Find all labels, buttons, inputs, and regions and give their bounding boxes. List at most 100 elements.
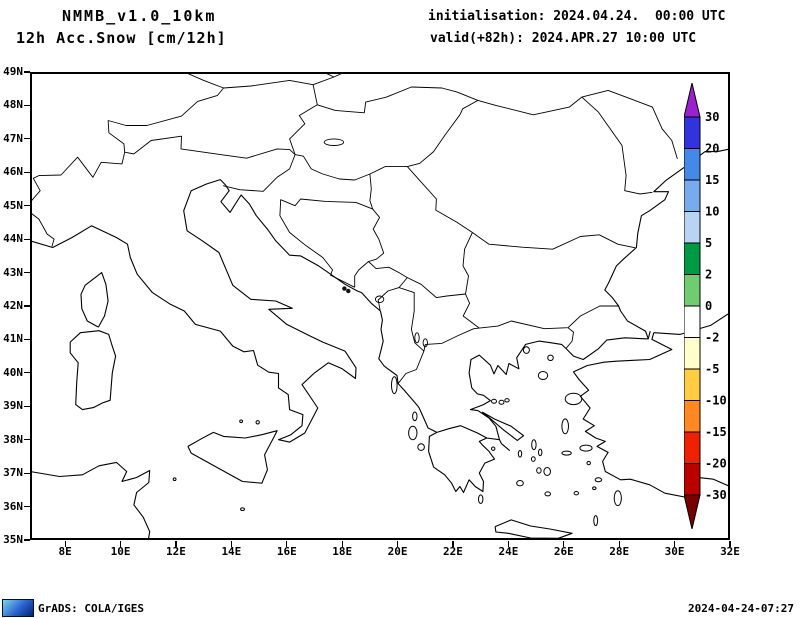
lat-tick-label: 35N	[3, 533, 23, 546]
lon-tick	[563, 541, 565, 547]
island	[517, 450, 523, 458]
map-plot-area	[30, 72, 730, 540]
colorbar-segment	[684, 305, 701, 338]
colorbar-label: 20	[705, 142, 719, 156]
lon-tick	[452, 541, 454, 547]
country-border	[317, 86, 479, 114]
country-border	[368, 261, 408, 311]
colorbar-label: -15	[705, 425, 727, 439]
coastline	[187, 430, 278, 484]
country-border	[397, 327, 480, 384]
colorbar-segment	[684, 179, 701, 212]
lat-tick	[24, 238, 30, 240]
island	[516, 480, 524, 487]
colorbar-label: 0	[705, 299, 712, 313]
lon-tick-label: 14E	[221, 545, 242, 558]
island	[561, 450, 572, 456]
island	[255, 420, 260, 425]
lat-tick	[24, 205, 30, 207]
lon-tick	[175, 541, 177, 547]
coastline	[30, 461, 151, 540]
island	[522, 346, 530, 354]
coastline	[30, 179, 357, 443]
lon-tick	[286, 541, 288, 547]
colorbar-segment	[684, 211, 701, 244]
island	[573, 491, 579, 496]
lat-tick-label: 38N	[3, 432, 23, 446]
lon-tick	[64, 541, 66, 547]
colorbar-label: 5	[705, 236, 712, 250]
lat-tick	[24, 171, 30, 173]
valid-time: valid(+82h): 2024.APR.27 10:00 UTC	[430, 31, 697, 46]
island	[412, 411, 418, 422]
lon-tick	[618, 541, 620, 547]
lat-tick-label: 47N	[3, 131, 23, 145]
country-border	[354, 208, 385, 288]
island	[536, 467, 542, 474]
island	[593, 515, 599, 527]
lat-tick-label: 41N	[3, 332, 23, 346]
island	[594, 477, 603, 483]
country-border	[295, 154, 408, 181]
country-border	[581, 89, 678, 160]
lat-tick	[24, 539, 30, 541]
lake	[422, 338, 428, 348]
country-border	[222, 154, 296, 192]
lon-tick-label: 32E	[720, 545, 740, 558]
creation-timestamp: 2024-04-24-07:27	[688, 602, 794, 615]
colorbar-label: -20	[705, 457, 727, 471]
lat-tick-label: 49N	[3, 65, 23, 78]
lat-tick	[24, 439, 30, 441]
snow-accumulation-mark	[346, 288, 351, 294]
island	[564, 392, 583, 406]
country-border	[406, 166, 636, 250]
country-border	[407, 100, 479, 168]
island	[478, 494, 484, 505]
island	[586, 460, 591, 466]
coastline	[468, 330, 651, 440]
lon-tick-label: 22E	[443, 545, 463, 558]
colorbar-segment	[684, 274, 701, 307]
country-border	[479, 305, 619, 330]
lat-tick-label: 37N	[3, 466, 23, 480]
country-border	[398, 287, 425, 352]
lat-tick-label: 46N	[3, 165, 23, 179]
colorbar-segment	[684, 431, 701, 464]
coastline	[572, 332, 730, 499]
colorbar-segment	[684, 463, 701, 496]
colorbar-segment	[684, 368, 701, 401]
coastline	[220, 184, 511, 452]
coastline	[80, 272, 109, 328]
country-border	[565, 327, 574, 349]
colorbar-label: -10	[705, 394, 727, 408]
lake	[414, 332, 420, 344]
lat-tick-label: 42N	[3, 299, 23, 312]
colorbar-segment	[684, 148, 701, 181]
lat-tick	[24, 138, 30, 140]
island	[491, 446, 496, 451]
lat-tick-label: 39N	[3, 399, 23, 413]
country-border	[462, 232, 473, 295]
lon-tick-label: 12E	[166, 545, 186, 558]
island	[538, 448, 543, 457]
island	[537, 371, 549, 380]
colorbar-label: 2	[705, 268, 712, 282]
lon-tick-label: 8E	[58, 545, 72, 558]
country-border	[477, 96, 583, 116]
lon-tick-label: 16E	[276, 545, 297, 558]
lat-tick-label: 45N	[3, 198, 23, 212]
island	[172, 477, 177, 482]
model-name: NMMB_v1.0_10km	[62, 7, 217, 25]
colorbar-label: -30	[705, 488, 727, 502]
lon-tick	[119, 541, 122, 547]
lon-tick	[729, 541, 731, 547]
island	[498, 399, 505, 405]
colorbar-label: 10	[705, 205, 719, 219]
coastline	[494, 519, 573, 539]
lon-tick-label: 28E	[609, 545, 630, 558]
lat-tick	[24, 305, 30, 307]
map-frame	[30, 72, 730, 540]
island	[531, 439, 537, 451]
product-title: 12h Acc.Snow [cm/12h]	[16, 29, 227, 47]
